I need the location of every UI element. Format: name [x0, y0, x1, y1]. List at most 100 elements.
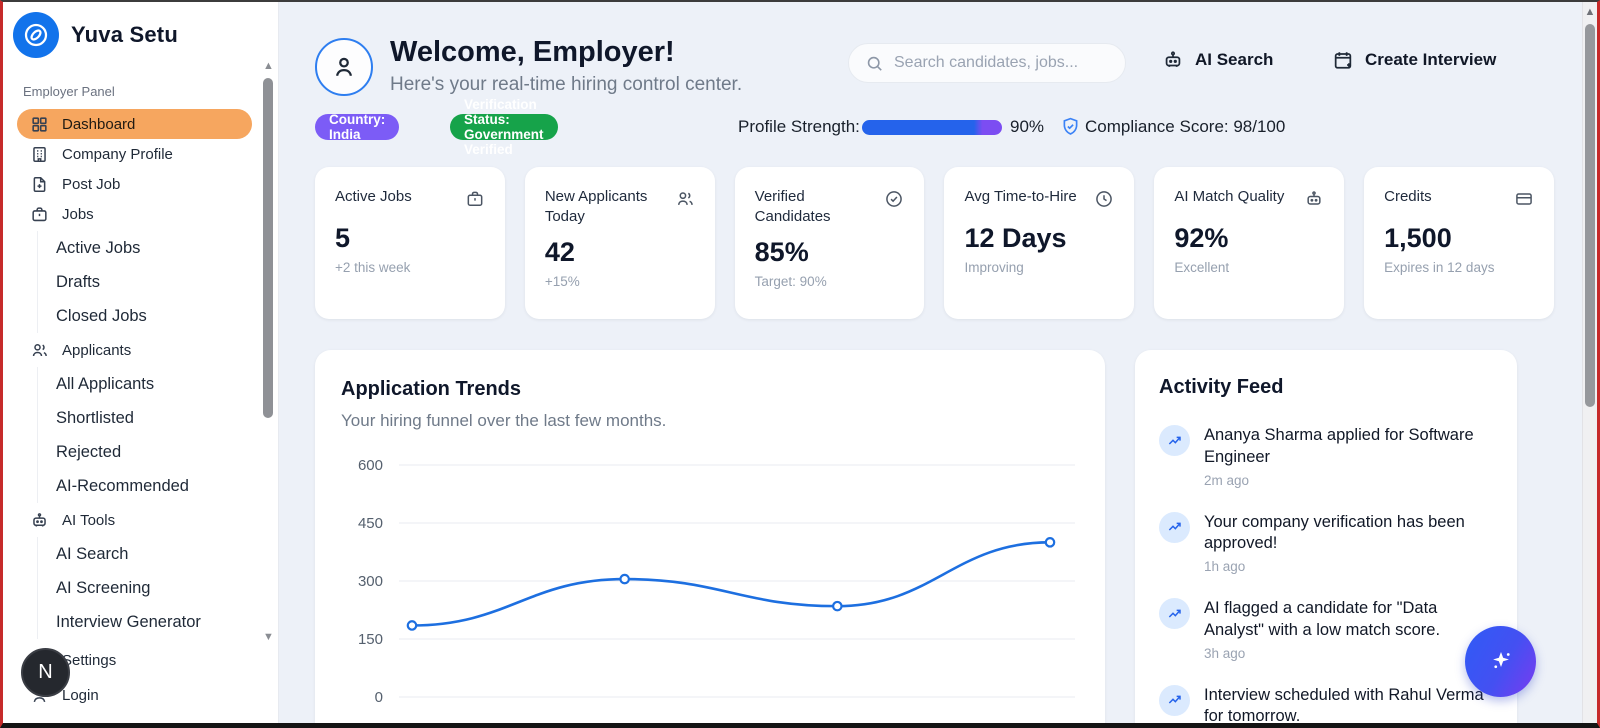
sidebar-item-ai-screening[interactable]: AI Screening	[44, 571, 252, 605]
trending-up-icon	[1159, 598, 1190, 630]
feed-item: Your company verification has been appro…	[1159, 511, 1493, 574]
feed-item: Ananya Sharma applied for Software Engin…	[1159, 425, 1493, 488]
sidebar-item-label: Settings	[62, 651, 117, 669]
sidebar-item-label: Applicants	[62, 341, 132, 359]
sidebar-item-label: AI Search	[56, 544, 129, 563]
sidebar-item-label: AI Screening	[56, 578, 151, 597]
stat-sub: Target: 90%	[754, 273, 827, 289]
briefcase-icon	[29, 204, 49, 224]
stat-card-ai-match-quality: AI Match Quality 92% Excellent	[1154, 167, 1345, 319]
svg-text:150: 150	[358, 631, 383, 648]
svg-text:0: 0	[375, 689, 383, 706]
avatar-person-icon	[336, 57, 352, 77]
page-scrollbar: ▲	[1582, 2, 1597, 723]
ai-search-label: AI Search	[1195, 50, 1274, 69]
sidebar-item-ai-tools[interactable]: AI Tools	[17, 505, 252, 535]
activity-feed-title: Activity Feed	[1159, 376, 1284, 398]
sidebar-item-ai-recommended[interactable]: AI-Recommended	[44, 469, 252, 503]
stat-label: AI Match Quality	[1174, 188, 1285, 205]
stat-value: 12 Days	[964, 223, 1067, 253]
sidebar-item-drafts[interactable]: Drafts	[44, 265, 252, 299]
scroll-up-arrow-icon[interactable]: ▲	[1584, 6, 1596, 18]
profile-strength-bar	[862, 120, 1002, 135]
stat-sub: +15%	[544, 273, 580, 289]
sidebar-item-post-job[interactable]: Post Job	[17, 169, 252, 199]
sidebar-nav: Employer Panel Dashboard Company Profile…	[3, 64, 278, 710]
svg-text:300: 300	[358, 573, 383, 590]
calendar-plus-icon	[1332, 49, 1354, 71]
page-scrollbar-thumb[interactable]	[1585, 24, 1595, 407]
n-avatar-badge[interactable]: N	[21, 648, 70, 697]
ai-assistant-fab[interactable]	[1465, 626, 1536, 697]
robot-icon	[29, 510, 49, 530]
sidebar-item-ai-search[interactable]: AI Search	[44, 537, 252, 571]
stat-label: Credits	[1384, 188, 1432, 205]
sidebar-item-jobs[interactable]: Jobs	[17, 199, 252, 229]
sidebar-item-label: Jobs	[62, 205, 94, 223]
stat-sub: +2 this week	[335, 260, 411, 275]
scroll-up-arrow-icon[interactable]: ▲	[263, 60, 274, 72]
sidebar-item-label: Closed Jobs	[56, 306, 147, 325]
check-circle-icon	[884, 189, 904, 214]
stat-value: 5	[335, 223, 351, 253]
trends-subtitle: Your hiring funnel over the last few mon…	[341, 411, 667, 430]
stat-card-avg-time-to-hire: Avg Time-to-Hire 12 Days Improving	[944, 167, 1135, 319]
svg-text:450: 450	[358, 515, 383, 532]
trending-up-icon	[1159, 425, 1190, 456]
sidebar-item-dashboard[interactable]: Dashboard	[17, 109, 252, 139]
robot-icon	[1162, 49, 1184, 71]
stat-card-new-applicants: New Applicants Today 42 +15%	[524, 167, 715, 319]
employer-avatar	[315, 38, 373, 96]
sidebar-scrollbar-thumb[interactable]	[263, 78, 273, 418]
sidebar-item-interview-generator[interactable]: Interview Generator	[44, 605, 252, 639]
sidebar-item-applicants[interactable]: Applicants	[17, 335, 252, 365]
clock-icon	[1094, 189, 1114, 214]
feed-time: 3h ago	[1204, 645, 1246, 661]
jobs-subgroup: Active Jobs Drafts Closed Jobs	[37, 231, 252, 333]
global-search	[848, 43, 1126, 83]
sidebar-item-label: Interview Generator	[56, 612, 201, 631]
main-content: Welcome, Employer! Here's your real-time…	[280, 2, 1582, 723]
ai-search-button[interactable]: AI Search	[1162, 49, 1273, 71]
stat-sub: Excellent	[1174, 260, 1230, 275]
sidebar-item-rejected[interactable]: Rejected	[44, 435, 252, 469]
stat-label: Verified Candidates	[754, 188, 831, 226]
sidebar-item-label: Rejected	[56, 442, 122, 461]
verification-badge: Verification Status: Government Verified	[450, 97, 558, 157]
profile-strength-label: Profile Strength:	[738, 117, 860, 136]
sparkles-icon	[1486, 647, 1516, 677]
feed-item: AI flagged a candidate for "Data Analyst…	[1159, 598, 1493, 661]
activity-feed-card: Activity Feed Ananya Sharma applied for …	[1135, 350, 1517, 726]
sidebar-item-label: Drafts	[56, 272, 101, 291]
sidebar-item-all-applicants[interactable]: All Applicants	[44, 367, 252, 401]
sidebar-item-shortlisted[interactable]: Shortlisted	[44, 401, 252, 435]
sidebar-item-label: Dashboard	[62, 115, 136, 133]
feed-text: Interview scheduled with Rahul Verma for…	[1204, 685, 1484, 726]
scroll-down-arrow-icon[interactable]: ▼	[263, 631, 274, 643]
trends-title: Application Trends	[341, 378, 522, 400]
create-interview-button[interactable]: Create Interview	[1332, 49, 1496, 71]
brand-header: Yuva Setu	[3, 2, 278, 64]
applicants-subgroup: All Applicants Shortlisted Rejected AI-R…	[37, 367, 252, 503]
stat-value: 85%	[754, 236, 809, 267]
search-input[interactable]	[894, 54, 1109, 72]
application-trends-card: Application Trends Your hiring funnel ov…	[315, 350, 1105, 723]
stat-card-verified-candidates: Verified Candidates 85% Target: 90%	[734, 167, 925, 319]
feed-text: Ananya Sharma applied for Software Engin…	[1204, 426, 1474, 466]
stat-label: Active Jobs	[335, 188, 412, 205]
feed-time: 2m ago	[1204, 472, 1250, 488]
shield-check-icon	[1060, 116, 1081, 142]
sidebar-item-closed-jobs[interactable]: Closed Jobs	[44, 299, 252, 333]
ai-tools-subgroup: AI Search AI Screening Interview Generat…	[37, 537, 252, 639]
search-icon	[865, 54, 884, 73]
sidebar-item-active-jobs[interactable]: Active Jobs	[44, 231, 252, 265]
credit-card-icon	[1514, 189, 1534, 214]
trending-up-icon	[1159, 511, 1190, 543]
stat-cards-row: Active Jobs 5 +2 this week New Applicant…	[315, 167, 1554, 319]
stat-label: Avg Time-to-Hire	[964, 188, 1077, 205]
profile-strength-value: 90%	[1010, 117, 1045, 136]
users-icon	[29, 340, 49, 360]
sidebar-item-company-profile[interactable]: Company Profile	[17, 139, 252, 169]
svg-text:600: 600	[358, 457, 383, 474]
sidebar-item-label: Active Jobs	[56, 238, 141, 257]
